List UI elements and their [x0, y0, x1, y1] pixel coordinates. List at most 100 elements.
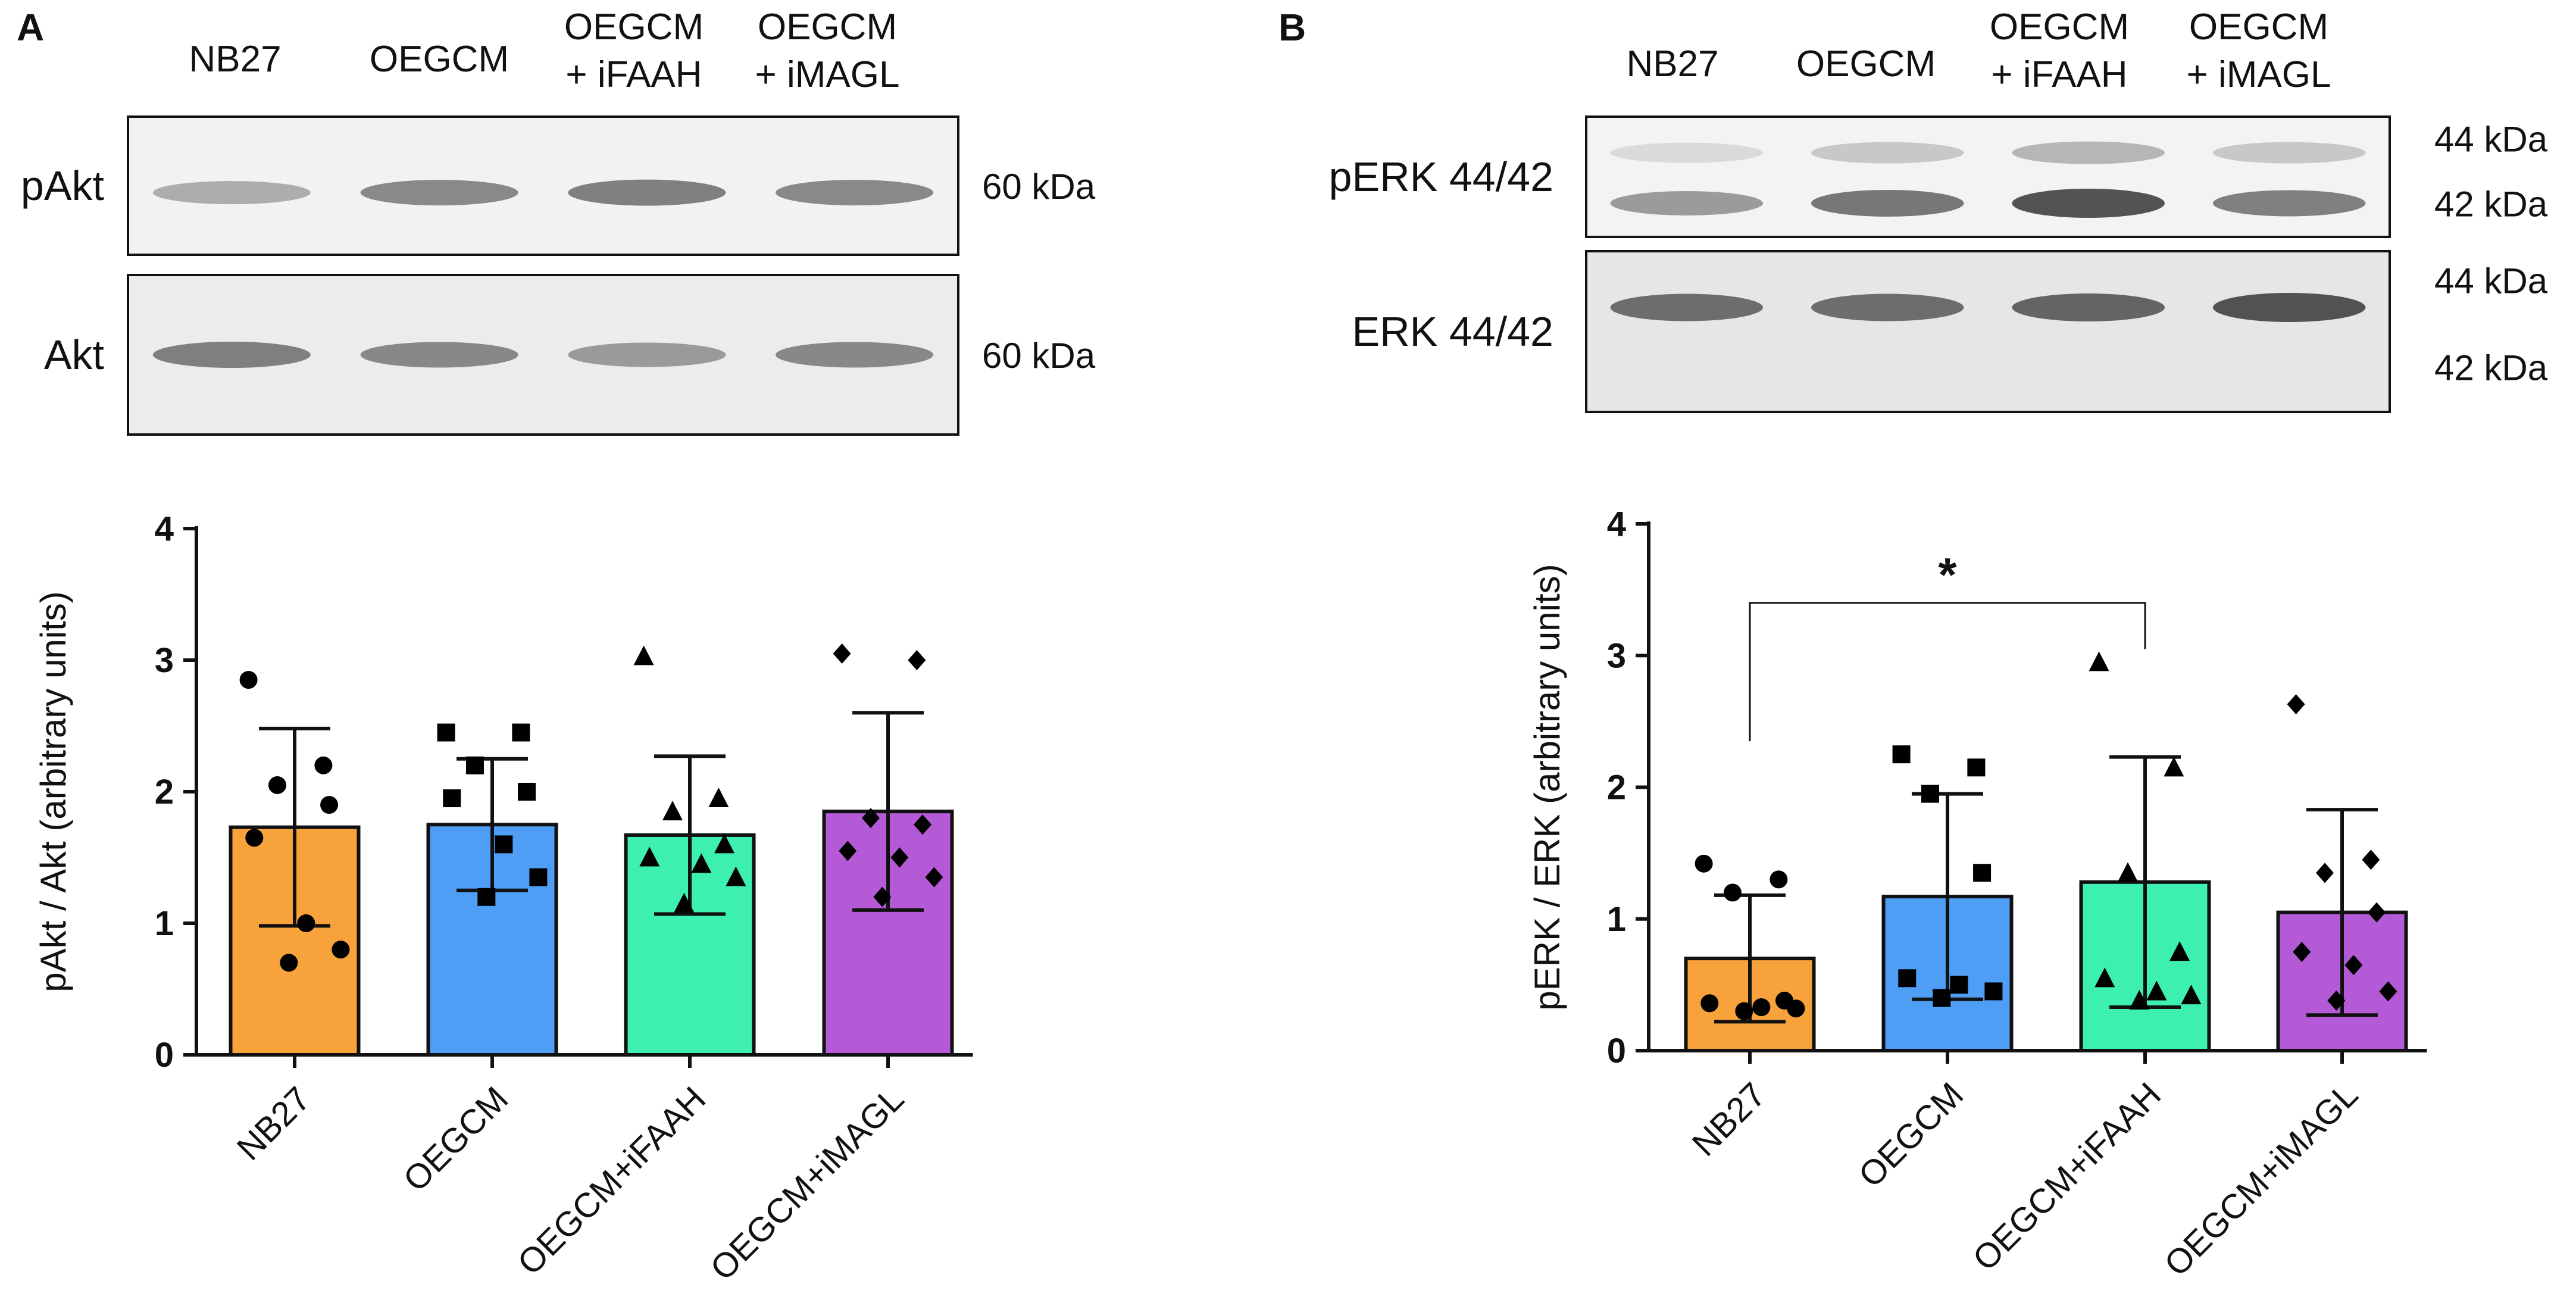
- significance-label: *: [1938, 548, 1957, 601]
- data-point: [332, 941, 350, 959]
- data-point: [839, 841, 857, 861]
- blot-band: [360, 180, 518, 206]
- blot-band: [568, 179, 726, 206]
- blot-strip: [1585, 250, 2391, 413]
- blot-band: [776, 342, 934, 368]
- data-point: [1967, 758, 1986, 777]
- data-point: [1752, 998, 1771, 1016]
- x-tick-label: OEGCM+iMAGL: [703, 1079, 911, 1288]
- data-point: [1695, 854, 1713, 873]
- data-point: [2089, 651, 2109, 671]
- lane-label: OEGCM: [1796, 43, 1936, 85]
- blot-band: [1610, 293, 1763, 321]
- blot-band: [1610, 190, 1763, 215]
- data-point: [1933, 989, 1951, 1007]
- data-point: [2129, 989, 2150, 1010]
- lane-label-line1: OEGCM: [564, 7, 704, 48]
- data-point: [1950, 976, 1968, 994]
- data-point: [908, 650, 926, 670]
- data-point: [529, 868, 548, 886]
- data-point: [239, 671, 258, 689]
- blot-band: [1811, 142, 1964, 164]
- data-point: [314, 756, 333, 774]
- x-tick-label: OEGCM: [396, 1079, 515, 1199]
- data-point: [280, 954, 298, 972]
- blot-band: [2012, 188, 2165, 218]
- data-point: [495, 835, 513, 854]
- lane-label-line2: + iMAGL: [755, 54, 900, 95]
- data-point: [2327, 990, 2346, 1011]
- panel-b: B NB27 OEGCM OEGCM + iFAAH OEGCM + iMAGL pERK 4…: [1278, 6, 2548, 1283]
- data-point: [443, 789, 461, 808]
- x-tick-label: NB27: [230, 1079, 318, 1168]
- data-point: [2344, 955, 2363, 976]
- y-axis-label: pERK / ERK (arbitrary units): [1527, 564, 1567, 1010]
- kda-marker: 42 kDa: [2434, 184, 2548, 224]
- data-point: [2169, 941, 2190, 961]
- x-tick-label: NB27: [1685, 1075, 1774, 1164]
- data-point: [1898, 969, 1917, 988]
- x-tick-label: OEGCM: [1851, 1075, 1971, 1195]
- y-tick-label: 3: [155, 641, 174, 680]
- data-point: [2181, 985, 2202, 1005]
- data-point: [245, 829, 264, 847]
- blot-band: [152, 342, 311, 368]
- lane-label-line1: OEGCM: [1990, 7, 2129, 48]
- data-point: [1921, 785, 1939, 803]
- data-point: [1787, 999, 1805, 1018]
- x-tick-label: OEGCM+iMAGL: [2157, 1075, 2365, 1283]
- data-point: [1735, 1002, 1753, 1020]
- blot-band: [1610, 142, 1763, 163]
- bar-chart: 0 1 2 3 4 pAkt / Akt (arbitrary units) NB27 OEG…: [33, 510, 973, 1288]
- kda-marker: 60 kDa: [982, 167, 1096, 207]
- data-point: [518, 783, 536, 801]
- data-point: [1892, 745, 1911, 764]
- blot-band: [2213, 293, 2366, 322]
- data-point: [1973, 864, 1992, 882]
- data-point: [833, 643, 851, 664]
- bar-chart: 0 1 2 3 4 pERK / ERK (arbitrary units) NB27 OEG…: [1527, 505, 2427, 1283]
- data-point: [268, 776, 286, 794]
- y-tick-label: 2: [1607, 768, 1626, 807]
- data-point: [477, 888, 496, 906]
- lane-label-line2: + iMAGL: [2187, 54, 2331, 95]
- data-point: [1984, 982, 2003, 1001]
- data-point: [2368, 902, 2386, 923]
- blot-band: [152, 181, 311, 205]
- data-point: [2117, 862, 2138, 882]
- data-point: [714, 833, 735, 854]
- strip-label: pERK 44/42: [1329, 154, 1553, 200]
- lane-label-line1: OEGCM: [2189, 7, 2328, 48]
- y-tick-label: 2: [155, 773, 174, 811]
- data-point: [691, 853, 712, 873]
- data-point: [297, 914, 315, 932]
- data-point: [890, 847, 909, 868]
- strip-label: Akt: [44, 332, 104, 378]
- kda-marker: 42 kDa: [2434, 348, 2548, 388]
- blot-band: [1811, 293, 1964, 321]
- data-point: [925, 867, 943, 888]
- panel-letter: B: [1278, 6, 1306, 49]
- lane-label: NB27: [1626, 43, 1718, 85]
- data-point: [320, 796, 339, 814]
- data-point: [2315, 863, 2334, 883]
- lane-label: NB27: [189, 39, 281, 80]
- y-tick-label: 0: [1607, 1032, 1626, 1070]
- kda-marker: 44 kDa: [2434, 119, 2548, 159]
- blot-band: [2012, 293, 2165, 321]
- lane-label-line1: OEGCM: [758, 7, 897, 48]
- data-point: [873, 886, 892, 907]
- strip-label: pAkt: [21, 163, 104, 209]
- kda-marker: 60 kDa: [982, 336, 1096, 376]
- blot-strip: [127, 274, 959, 436]
- data-point: [2287, 694, 2305, 715]
- data-point: [2146, 980, 2167, 1001]
- blot-frame: [1585, 250, 2391, 413]
- kda-marker: 44 kDa: [2434, 261, 2548, 301]
- blot-band: [568, 342, 726, 367]
- blot-band: [776, 180, 934, 206]
- blot-frame: [1585, 115, 2391, 238]
- x-tick-label: OEGCM+iFAAH: [1965, 1075, 2168, 1278]
- data-point: [2164, 757, 2184, 777]
